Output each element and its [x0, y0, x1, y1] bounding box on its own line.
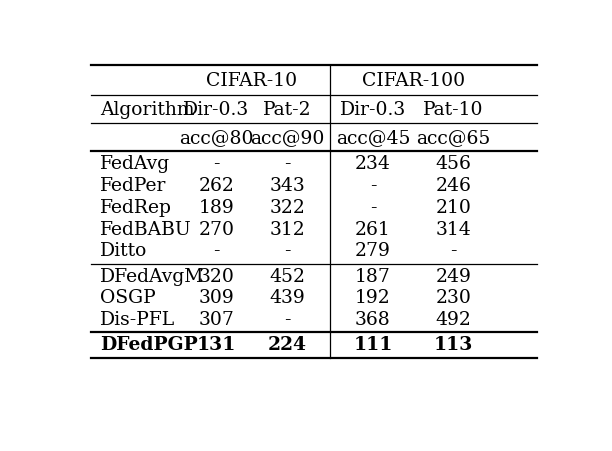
Text: 309: 309	[198, 289, 234, 307]
Text: 187: 187	[355, 267, 391, 285]
Text: -: -	[213, 242, 220, 260]
Text: Dis-PFL: Dis-PFL	[100, 310, 176, 328]
Text: Dir-0.3: Dir-0.3	[183, 101, 250, 119]
Text: acc@45: acc@45	[336, 129, 410, 147]
Text: acc@90: acc@90	[250, 129, 325, 147]
Text: 439: 439	[270, 289, 305, 307]
Text: CIFAR-100: CIFAR-100	[362, 72, 465, 90]
Text: 230: 230	[436, 289, 471, 307]
Text: 224: 224	[268, 336, 307, 354]
Text: 262: 262	[198, 177, 234, 195]
Text: 192: 192	[355, 289, 391, 307]
Text: 322: 322	[270, 198, 305, 216]
Text: CIFAR-10: CIFAR-10	[206, 72, 297, 90]
Text: 111: 111	[353, 336, 393, 354]
Text: 189: 189	[198, 198, 234, 216]
Text: 246: 246	[436, 177, 471, 195]
Text: OSGP: OSGP	[100, 289, 156, 307]
Text: 234: 234	[355, 155, 391, 173]
Text: 210: 210	[436, 198, 471, 216]
Text: -: -	[285, 310, 291, 328]
Text: Pat-10: Pat-10	[424, 101, 484, 119]
Text: -: -	[370, 198, 376, 216]
Text: 368: 368	[355, 310, 391, 328]
Text: 261: 261	[355, 220, 391, 238]
Text: 312: 312	[270, 220, 305, 238]
Text: acc@80: acc@80	[179, 129, 253, 147]
Text: -: -	[450, 242, 457, 260]
Text: 456: 456	[436, 155, 471, 173]
Text: FedBABU: FedBABU	[100, 220, 192, 238]
Text: 452: 452	[269, 267, 305, 285]
Text: 270: 270	[198, 220, 234, 238]
Text: -: -	[213, 155, 220, 173]
Text: Dir-0.3: Dir-0.3	[340, 101, 406, 119]
Text: -: -	[285, 242, 291, 260]
Text: 131: 131	[196, 336, 236, 354]
Text: 113: 113	[434, 336, 473, 354]
Text: -: -	[370, 177, 376, 195]
Text: 249: 249	[436, 267, 471, 285]
Text: DFedPGP: DFedPGP	[100, 336, 198, 354]
Text: FedRep: FedRep	[100, 198, 172, 216]
Text: acc@65: acc@65	[416, 129, 491, 147]
Text: 343: 343	[270, 177, 305, 195]
Text: 279: 279	[355, 242, 391, 260]
Text: 307: 307	[198, 310, 234, 328]
Text: FedAvg: FedAvg	[100, 155, 170, 173]
Text: 492: 492	[436, 310, 471, 328]
Text: Pat-2: Pat-2	[263, 101, 312, 119]
Text: DFedAvgM: DFedAvgM	[100, 267, 204, 285]
Text: 320: 320	[198, 267, 234, 285]
Text: FedPer: FedPer	[100, 177, 166, 195]
Text: Algorithm: Algorithm	[100, 101, 195, 119]
Text: -: -	[285, 155, 291, 173]
Text: Ditto: Ditto	[100, 242, 147, 260]
Text: 314: 314	[436, 220, 471, 238]
